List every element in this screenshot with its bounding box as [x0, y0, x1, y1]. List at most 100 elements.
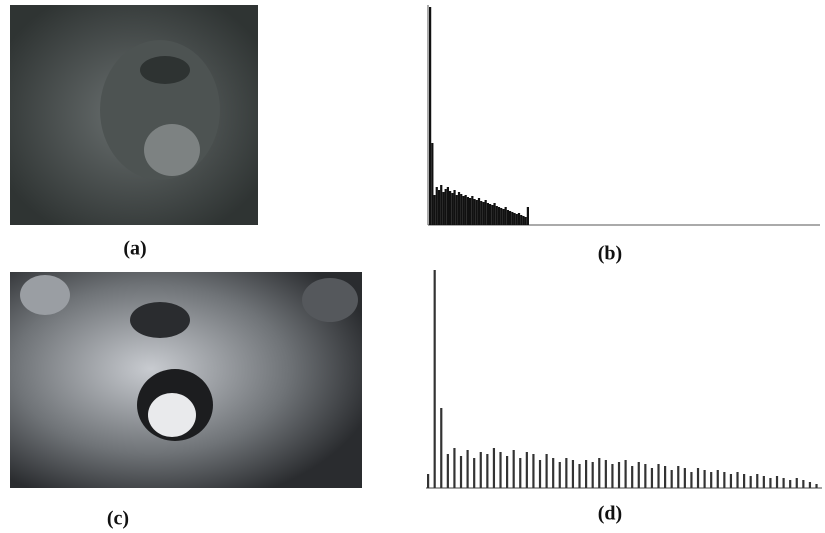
histogram-bar	[477, 198, 481, 225]
histogram-bar	[492, 448, 496, 488]
histogram-bar	[444, 189, 447, 225]
histogram-bar	[446, 454, 449, 488]
histogram-bar	[449, 191, 452, 225]
histogram-bar	[782, 478, 785, 488]
histogram-bar	[459, 456, 463, 488]
histogram-bar	[690, 472, 693, 488]
histogram-bar	[522, 216, 525, 225]
histogram-bar	[453, 190, 456, 225]
histogram-bar	[435, 187, 438, 225]
histogram-bar	[433, 195, 436, 225]
histogram-bar	[710, 472, 713, 488]
histogram-bar	[497, 207, 501, 225]
histogram-bar	[506, 456, 509, 488]
histogram-bar	[545, 454, 548, 488]
histogram-bar	[571, 460, 575, 488]
histogram-bar	[795, 478, 798, 488]
histogram-bar	[431, 143, 434, 225]
histogram-bar	[696, 468, 700, 488]
histogram-bar	[756, 474, 759, 488]
histogram-bar	[512, 450, 515, 488]
panel-label: (b)	[598, 243, 622, 265]
panel-label: (a)	[123, 238, 146, 260]
histogram-bar	[538, 460, 542, 488]
histogram-bar	[491, 205, 494, 225]
histogram-bar	[462, 196, 465, 225]
histogram-bar	[513, 213, 516, 225]
histogram-bar	[486, 203, 489, 225]
histogram-bar	[493, 203, 496, 225]
histogram-bar	[631, 466, 634, 488]
histogram-bar	[457, 192, 461, 225]
histogram-bar	[815, 484, 818, 488]
histogram-bar	[442, 192, 445, 225]
histogram-bar	[789, 480, 792, 488]
histogram-bar	[520, 215, 523, 225]
histogram-bar	[464, 195, 467, 225]
histogram-bar	[578, 464, 581, 488]
histogram-bar	[484, 200, 487, 225]
histogram-bar	[473, 458, 476, 488]
histogram-bar	[775, 476, 779, 488]
histogram-bar	[502, 209, 505, 225]
histogram-bar	[480, 201, 483, 225]
histogram-bar	[511, 212, 514, 225]
histogram-bar	[762, 476, 765, 488]
histogram-bar	[611, 464, 614, 488]
histogram-bar	[455, 195, 458, 225]
histogram-bar	[723, 472, 726, 488]
histogram-bar	[749, 476, 752, 488]
histogram-bar	[657, 464, 660, 488]
histogram-bar	[479, 452, 482, 488]
histogram-bar	[475, 200, 478, 225]
histogram-bar	[469, 198, 472, 225]
histogram-bar	[637, 462, 640, 488]
histogram-bar	[736, 472, 739, 488]
histogram-bar	[495, 206, 498, 225]
histogram-bar	[670, 470, 673, 488]
histogram-bar	[525, 452, 528, 488]
histogram-bar	[526, 207, 529, 225]
histogram-bar	[451, 193, 454, 225]
histogram-bar	[517, 213, 521, 225]
histogram-bar	[604, 460, 607, 488]
bear-image-c	[10, 272, 362, 488]
histogram-bar	[552, 458, 555, 488]
histogram-bar	[489, 204, 492, 225]
histogram-bar	[769, 478, 772, 488]
histogram-bar	[471, 196, 474, 225]
bear-image-a	[10, 5, 258, 225]
histogram-bar	[440, 408, 443, 488]
histogram-bar	[433, 270, 436, 488]
histogram-bar	[519, 458, 522, 488]
histogram-bar	[598, 458, 601, 488]
histogram-bar	[683, 468, 686, 488]
histogram-bar	[591, 462, 594, 488]
histogram-bar	[565, 458, 568, 488]
histogram-bar	[664, 466, 667, 488]
panel-label: (d)	[598, 503, 622, 525]
histogram-bar	[585, 460, 588, 488]
histogram-bar	[460, 194, 463, 225]
histogram-bar	[437, 190, 441, 225]
histogram-bar	[453, 448, 456, 488]
histogram-bar	[504, 207, 507, 225]
histogram-bar	[808, 482, 812, 488]
histogram-bar	[500, 208, 503, 225]
histogram-bar	[558, 462, 561, 488]
histogram-bar	[677, 466, 680, 488]
histogram-bar	[802, 480, 805, 488]
histogram-bar	[427, 474, 430, 488]
histogram-bar	[473, 199, 476, 225]
histogram-bar	[515, 214, 518, 225]
histogram-bar	[499, 452, 502, 488]
histogram-bar	[524, 217, 527, 225]
histogram-bar	[440, 185, 443, 225]
histogram-bar	[466, 450, 469, 488]
panel-label: (c)	[107, 508, 129, 530]
histogram-bar	[486, 454, 489, 488]
histogram-bar	[703, 470, 706, 488]
histogram-bar	[429, 7, 432, 225]
histogram-bar	[650, 468, 654, 488]
